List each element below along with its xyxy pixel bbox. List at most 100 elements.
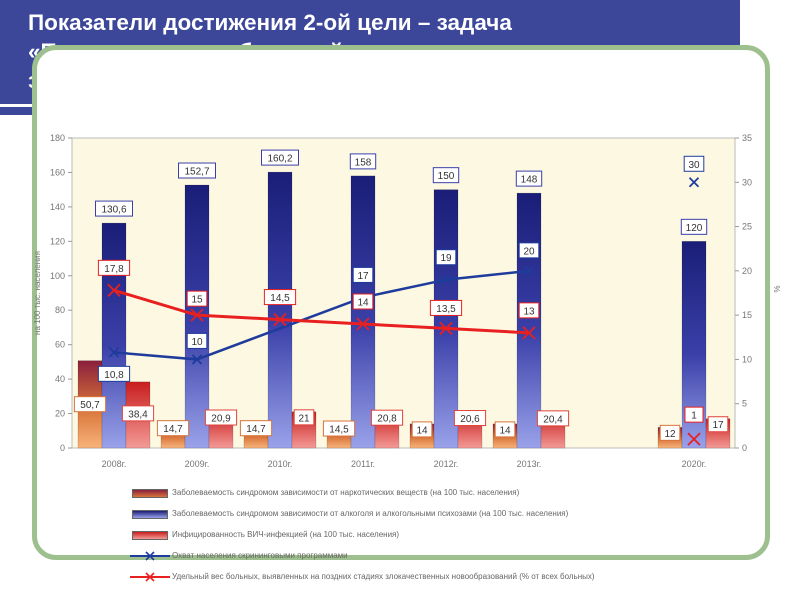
chart-legend: Заболеваемость синдромом зависимости от … (130, 486, 690, 591)
bar-data-label: 38,4 (128, 409, 148, 420)
line-data-label-box (97, 365, 131, 382)
bar-data-label: 160,2 (267, 154, 292, 165)
x-tick-label: 2009г. (185, 459, 210, 469)
y2-tick-label: 20 (742, 266, 752, 276)
bar-data-label-box (411, 421, 433, 438)
y2-axis-label: % (772, 285, 781, 292)
bar-data-label-box (156, 420, 190, 437)
x-tick-label: 2020г. (682, 459, 707, 469)
line-data-label: 10,8 (104, 370, 124, 381)
bar-data-label: 17 (712, 420, 724, 431)
y2-tick-label: 5 (742, 399, 747, 409)
y-tick-label: 0 (60, 443, 65, 453)
series-marker (687, 432, 701, 446)
bar-data-label-box (239, 420, 273, 437)
legend-swatch (132, 510, 168, 519)
bar-data-label: 148 (521, 175, 538, 186)
series-marker (107, 283, 121, 297)
line-data-label-box (263, 289, 297, 306)
line-data-label-box (186, 332, 208, 349)
series-marker (273, 312, 287, 327)
series-marker (191, 354, 203, 365)
y2-tick-label: 25 (742, 222, 752, 232)
y2-tick-label: 35 (742, 133, 752, 143)
bar-data-label-box (453, 410, 487, 427)
line-data-label: 30 (688, 160, 700, 171)
legend-label: Заболеваемость синдромом зависимости от … (172, 509, 569, 518)
legend-label: Заболеваемость синдромом зависимости от … (172, 488, 520, 497)
y-tick-label: 60 (55, 340, 65, 350)
legend-item: Охват населения скрининговыми программам… (130, 549, 690, 563)
y-tick-label: 20 (55, 409, 65, 419)
line-data-label: 1 (691, 411, 697, 422)
line-data-label-box (518, 242, 540, 259)
legend-swatch (130, 572, 170, 582)
x-tick-label: 2010г. (268, 459, 293, 469)
y-tick-label: 40 (55, 374, 65, 384)
y-tick-label: 100 (50, 271, 65, 281)
y2-tick-label: 30 (742, 177, 752, 187)
line-data-label-box (684, 406, 704, 423)
bar-data-label: 130,6 (101, 205, 126, 216)
bar-data-label-box (73, 396, 107, 413)
bar-data-label-box (121, 405, 155, 422)
line-data-label: 14 (357, 298, 369, 309)
bar-data-label: 12 (664, 429, 676, 440)
series-marker (439, 321, 453, 336)
bar-data-label: 120 (686, 223, 703, 234)
line-data-label-box (352, 293, 374, 310)
y2-tick-label: 15 (742, 310, 752, 320)
y-axis-label: на 100 тыс. населения (33, 251, 42, 335)
series-marker (356, 317, 370, 331)
bar-data-label: 150 (438, 171, 455, 182)
bar-data-label-box (261, 149, 299, 166)
series-marker (523, 265, 535, 276)
series-marker (108, 347, 120, 358)
legend-item: Заболеваемость синдромом зависимости от … (130, 486, 690, 500)
bar-data-label-box (370, 409, 404, 426)
bar-data-label: 14,5 (329, 425, 349, 436)
bar-data-label: 21 (298, 413, 310, 424)
bar-data-label-box (322, 420, 356, 437)
y-tick-label: 160 (50, 167, 65, 177)
y-tick-label: 140 (50, 202, 65, 212)
legend-item: Инфицированность ВИЧ-инфекцией (на 100 т… (130, 528, 690, 542)
line-data-label: 20 (523, 246, 535, 257)
bar (516, 192, 542, 449)
legend-swatch (132, 489, 168, 498)
bar-data-label-box (293, 409, 315, 426)
x-tick-label: 2008г. (102, 459, 127, 469)
bar (350, 175, 376, 449)
x-tick-label: 2012г. (434, 459, 459, 469)
line-data-label: 10 (191, 337, 203, 348)
legend-label: Охват населения скрининговыми программам… (172, 551, 348, 560)
bar-data-label-box (536, 410, 570, 427)
bar-data-label-box (680, 218, 708, 235)
series-marker (190, 308, 204, 322)
legend-swatch (132, 531, 168, 540)
bar-data-label-box (494, 421, 516, 438)
y-tick-label: 180 (50, 133, 65, 143)
bar-data-label-box (707, 416, 729, 433)
plot-area (71, 137, 736, 449)
bar-data-label: 50,7 (80, 400, 100, 411)
bar-data-label: 14,7 (163, 424, 183, 435)
line-data-label: 19 (440, 253, 452, 264)
line-data-label-box (518, 302, 540, 319)
bar-data-label: 20,6 (460, 414, 480, 425)
series-marker (688, 177, 700, 188)
legend-item: Удельный вес больных, выявленных на позд… (130, 570, 690, 584)
line-data-label-box (352, 266, 374, 283)
bar-data-label: 20,4 (543, 414, 563, 425)
y2-tick-label: 10 (742, 354, 752, 364)
bar-data-label: 14 (416, 425, 428, 436)
bar-data-label-box (178, 162, 216, 179)
line-data-label: 13,5 (436, 304, 456, 315)
bar-data-label-box (515, 170, 543, 187)
bar-data-label-box (432, 167, 460, 184)
legend-label: Инфицированность ВИЧ-инфекцией (на 100 т… (172, 530, 400, 539)
bar-data-label: 20,8 (377, 414, 397, 425)
bar-data-label-box (95, 200, 133, 217)
series-marker (440, 274, 452, 285)
legend-label: Удельный вес больных, выявленных на позд… (172, 572, 595, 581)
